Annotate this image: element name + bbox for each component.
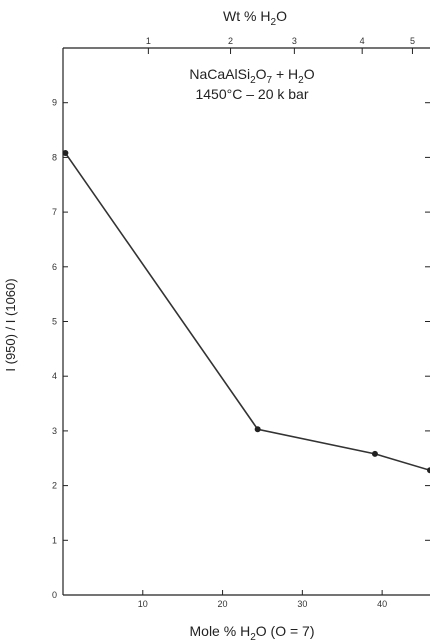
title-sub-2: 7 bbox=[267, 75, 273, 86]
y-tick-label-1: 1 bbox=[52, 535, 57, 545]
series bbox=[62, 150, 430, 474]
top-tick-label-4: 4 bbox=[360, 36, 365, 46]
x-tick-label-40: 40 bbox=[377, 599, 387, 609]
title-sub-3: 2 bbox=[298, 75, 304, 86]
y-axis-label: I (950) / I (1060) bbox=[3, 278, 18, 371]
ticks: 0 1 2 3 4 5 6 7 8 9 10 20 30 40 1 2 3 4 5 bbox=[52, 36, 430, 609]
plot-frame bbox=[62, 47, 430, 596]
top-tick-label-3: 3 bbox=[292, 36, 297, 46]
y-tick-label-0: 0 bbox=[52, 590, 57, 600]
title-part-4: O bbox=[304, 66, 315, 82]
y-tick-label-2: 2 bbox=[52, 481, 57, 491]
x-tick-label-10: 10 bbox=[138, 599, 148, 609]
y-tick-label-6: 6 bbox=[52, 262, 57, 272]
chart-title: NaCaAlSi2O7 + H2O 1450°C – 20 k bar bbox=[189, 66, 314, 102]
x-axis-label-sub: 2 bbox=[250, 632, 256, 643]
top-axis-end: O bbox=[276, 8, 287, 24]
title-part-3: + H bbox=[272, 66, 298, 82]
x-axis-label-end: O (O = 7) bbox=[256, 623, 315, 639]
top-axis-sub: 2 bbox=[271, 17, 277, 28]
title-line-2: 1450°C – 20 k bar bbox=[195, 86, 308, 102]
x-tick-label-30: 30 bbox=[297, 599, 307, 609]
title-part-1: NaCaAlSi bbox=[189, 66, 250, 82]
series-line-0 bbox=[64, 152, 430, 472]
svg-text:NaCaAlSi2O7 + H2O: NaCaAlSi2O7 + H2O bbox=[189, 66, 314, 86]
data-point-1 bbox=[254, 426, 261, 433]
data-point-0 bbox=[62, 150, 69, 157]
y-tick-label-8: 8 bbox=[52, 152, 57, 162]
top-tick-label-2: 2 bbox=[228, 36, 233, 46]
top-axis-title: Wt % H2O bbox=[223, 8, 287, 28]
y-tick-label-9: 9 bbox=[52, 98, 57, 108]
x-axis-label: Mole % H2O (O = 7) bbox=[190, 623, 315, 643]
x-axis-label-main: Mole % H bbox=[190, 623, 251, 639]
title-part-2: O bbox=[256, 66, 267, 82]
data-point-3 bbox=[427, 467, 430, 474]
top-tick-label-5: 5 bbox=[410, 36, 415, 46]
y-tick-label-3: 3 bbox=[52, 426, 57, 436]
data-point-2 bbox=[371, 450, 378, 457]
svg-text:Wt % H2O: Wt % H2O bbox=[223, 8, 287, 28]
title-sub-1: 2 bbox=[250, 75, 256, 86]
x-tick-label-20: 20 bbox=[218, 599, 228, 609]
y-tick-label-5: 5 bbox=[52, 317, 57, 327]
top-tick-label-1: 1 bbox=[146, 36, 151, 46]
y-tick-label-4: 4 bbox=[52, 371, 57, 381]
top-axis-label: Wt % H bbox=[223, 8, 270, 24]
y-tick-label-7: 7 bbox=[52, 207, 57, 217]
